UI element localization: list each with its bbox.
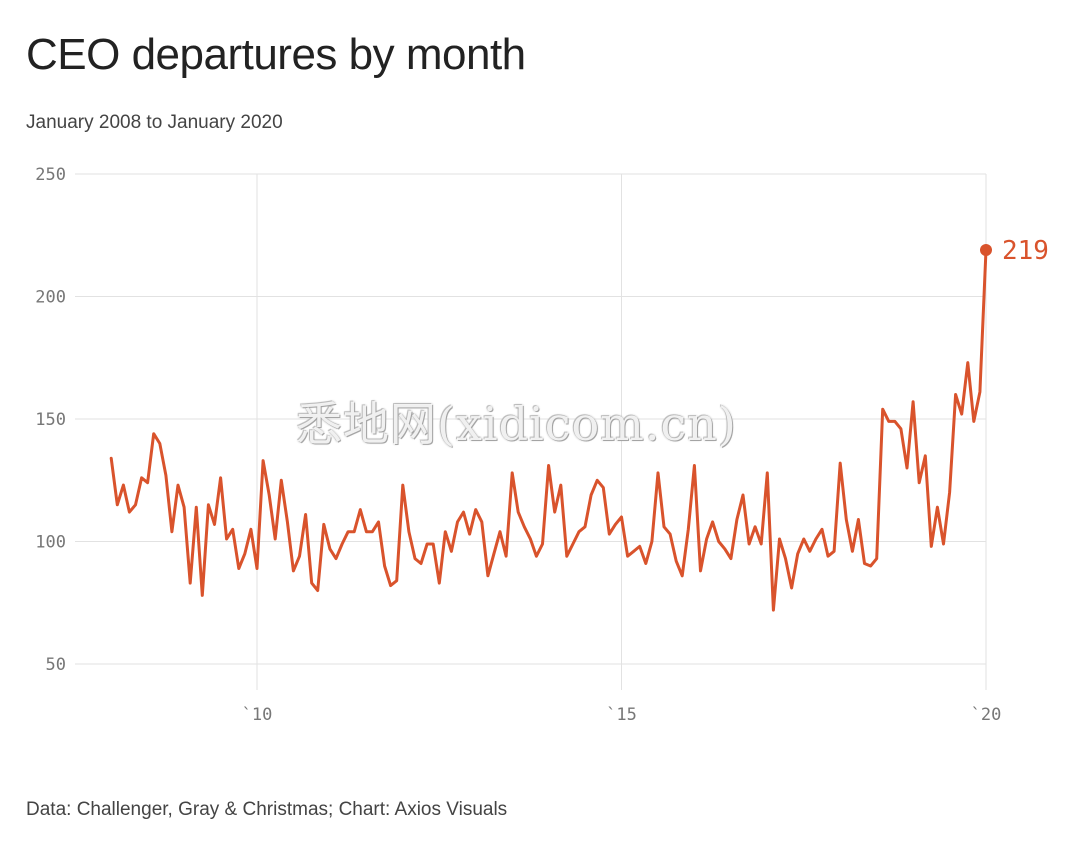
axis-layer: 50 100 150 200 250 `10 `15 `20: [35, 165, 1001, 725]
source-note: Data: Challenger, Gray & Christmas; Char…: [26, 799, 508, 820]
y-tick-label: 100: [35, 533, 66, 553]
chart-title: CEO departures by month: [26, 30, 526, 79]
watermark-text: 悉地网(xidicom.cn): [296, 397, 737, 451]
y-tick-label: 200: [35, 288, 66, 308]
y-tick-label: 150: [35, 410, 66, 430]
series-line: [109, 248, 988, 612]
end-point-marker: [980, 243, 992, 256]
chart-subtitle: January 2008 to January 2020: [26, 112, 283, 133]
x-tick-label: `20: [971, 705, 1002, 725]
line-layer: [109, 248, 988, 612]
y-tick-label: 50: [46, 655, 66, 675]
end-value-label: 219: [1002, 236, 1049, 266]
x-tick-label: `15: [606, 705, 637, 725]
x-tick-label: `10: [242, 705, 273, 725]
y-tick-label: 250: [35, 165, 66, 185]
point-layer: 219: [980, 236, 1049, 266]
